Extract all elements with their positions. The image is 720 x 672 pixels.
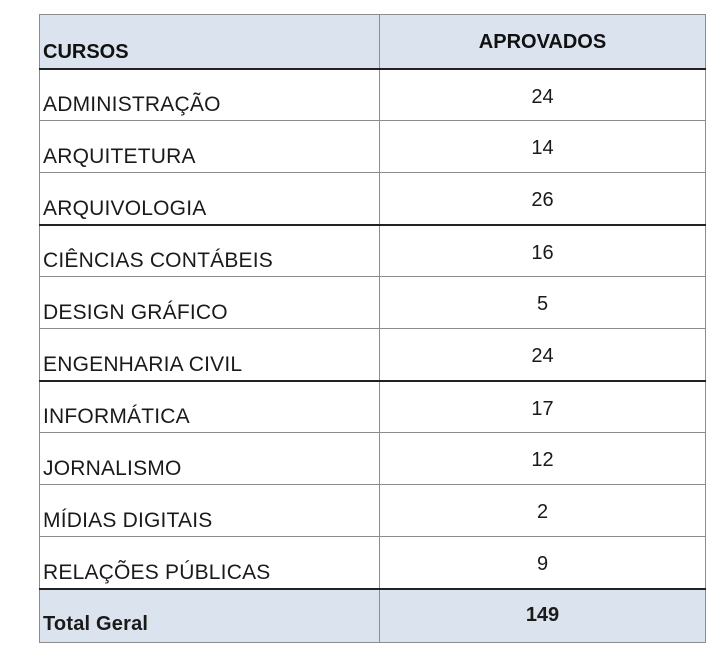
table-row: CIÊNCIAS CONTÁBEIS 16 <box>39 223 706 277</box>
approved-count: 14 <box>379 120 706 173</box>
course-name: ENGENHARIA CIVIL <box>39 328 380 381</box>
approved-count: 9 <box>379 536 706 589</box>
table-row: MÍDIAS DIGITAIS 2 <box>39 484 706 537</box>
table-row: ADMINISTRAÇÃO 24 <box>39 68 706 121</box>
course-name: CIÊNCIAS CONTÁBEIS <box>39 223 380 277</box>
approved-count: 12 <box>379 432 706 485</box>
table-row: RELAÇÕES PÚBLICAS 9 <box>39 536 706 589</box>
course-name: MÍDIAS DIGITAIS <box>39 484 380 537</box>
header-courses: CURSOS <box>39 14 380 69</box>
header-approved: APROVADOS <box>379 14 706 69</box>
table-row: JORNALISMO 12 <box>39 432 706 485</box>
course-name: ADMINISTRAÇÃO <box>39 68 380 121</box>
course-name: DESIGN GRÁFICO <box>39 276 380 329</box>
table-header-row: CURSOS APROVADOS <box>39 14 706 69</box>
approved-count: 24 <box>379 328 706 381</box>
approved-count: 17 <box>379 379 706 433</box>
table-row: INFORMÁTICA 17 <box>39 379 706 433</box>
total-label: Total Geral <box>39 587 380 643</box>
course-name: INFORMÁTICA <box>39 379 380 433</box>
approved-count: 24 <box>379 68 706 121</box>
course-name: JORNALISMO <box>39 432 380 485</box>
table-row: DESIGN GRÁFICO 5 <box>39 276 706 329</box>
total-value: 149 <box>379 587 706 643</box>
course-name: ARQUITETURA <box>39 120 380 173</box>
course-name: RELAÇÕES PÚBLICAS <box>39 536 380 589</box>
course-name: ARQUIVOLOGIA <box>39 172 380 225</box>
table-row: ENGENHARIA CIVIL 24 <box>39 328 706 381</box>
table-row: ARQUITETURA 14 <box>39 120 706 173</box>
approved-courses-table: CURSOS APROVADOS ADMINISTRAÇÃO 24 ARQUIT… <box>39 14 706 643</box>
approved-count: 26 <box>379 172 706 225</box>
approved-count: 5 <box>379 276 706 329</box>
approved-courses-table-container: CURSOS APROVADOS ADMINISTRAÇÃO 24 ARQUIT… <box>39 14 706 643</box>
table-row: ARQUIVOLOGIA 26 <box>39 172 706 225</box>
total-row: Total Geral 149 <box>39 587 706 643</box>
approved-count: 16 <box>379 223 706 277</box>
approved-count: 2 <box>379 484 706 537</box>
